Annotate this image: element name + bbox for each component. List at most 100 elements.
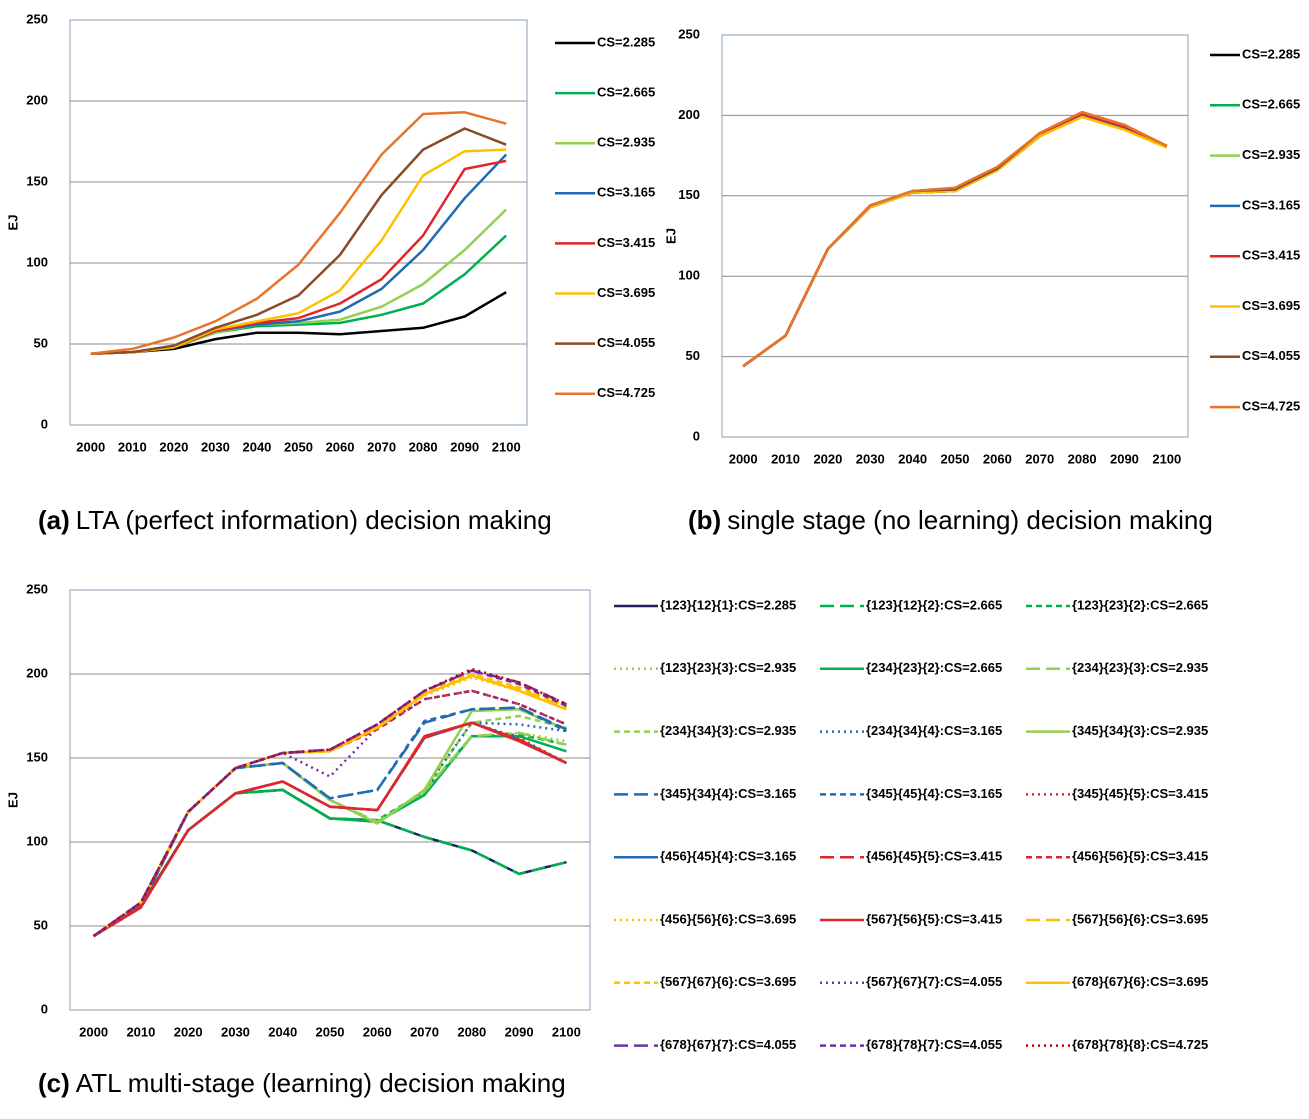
y-tick-label: 0 [41,416,48,431]
legend-label: CS=3.695 [1242,298,1300,313]
series-line [90,111,507,355]
legend-label: {234}{34}{4}:CS=3.165 [866,723,1002,738]
legend-label: CS=4.725 [1242,399,1300,414]
y-tick-label: 200 [678,107,700,122]
legend-label: {678}{78}{7}:CS=4.055 [866,1037,1002,1052]
x-tick-label: 2070 [410,1024,439,1039]
legend-label: {123}{12}{2}:CS=2.665 [866,597,1002,612]
caption-label: (a) [38,505,70,535]
x-tick-label: 2050 [941,451,970,466]
x-tick-label: 2050 [316,1024,345,1039]
caption: (a) LTA (perfect information) decision ma… [38,505,552,535]
legend-label: {567}{67}{7}:CS=4.055 [866,974,1002,989]
y-tick-label: 200 [26,92,48,107]
caption-label: (c) [38,1068,70,1098]
series-line [90,127,507,355]
plot-frame [721,34,1189,438]
legend-label: {123}{23}{2}:CS=2.665 [1072,597,1208,612]
legend-label: {678}{67}{6}:CS=3.695 [1072,974,1208,989]
legend-label: CS=2.665 [1242,97,1300,112]
legend-label: {345}{45}{4}:CS=3.165 [866,786,1002,801]
caption: (b) single stage (no learning) decision m… [688,505,1213,535]
x-tick-label: 2100 [552,1024,581,1039]
y-tick-label: 100 [26,254,48,269]
legend-label: CS=2.665 [597,85,655,100]
legend-label: CS=3.165 [597,185,655,200]
plot-area [70,20,527,425]
x-tick-label: 2040 [242,439,271,454]
series-line [92,721,567,938]
series-line [92,667,567,938]
x-tick-label: 2030 [221,1024,250,1039]
x-tick-label: 2010 [118,439,147,454]
y-tick-label: 250 [26,581,48,596]
caption-text: ATL multi-stage (learning) decision maki… [76,1068,566,1098]
x-tick-label: 2000 [729,451,758,466]
y-tick-label: 0 [41,1001,48,1016]
x-tick-label: 2020 [174,1024,203,1039]
x-tick-label: 2070 [1025,451,1054,466]
legend-label: {345}{45}{5}:CS=3.415 [1072,786,1208,801]
x-tick-label: 2060 [983,451,1012,466]
legend-label: CS=3.415 [597,235,655,250]
x-tick-label: 2090 [505,1024,534,1039]
legend-label: {345}{34}{3}:CS=2.935 [1072,723,1208,738]
x-tick-label: 2090 [450,439,479,454]
legend-label: {123}{12}{1}:CS=2.285 [660,597,796,612]
legend-label: {567}{56}{6}:CS=3.695 [1072,911,1208,926]
legend-label: {456}{45}{4}:CS=3.165 [660,849,796,864]
legend-label: {234}{23}{3}:CS=2.935 [1072,660,1208,675]
legend-label: {456}{45}{5}:CS=3.415 [866,849,1002,864]
x-tick-label: 2050 [284,439,313,454]
y-tick-label: 100 [26,833,48,848]
y-tick-label: 200 [26,665,48,680]
legend-label: {456}{56}{5}:CS=3.415 [1072,849,1208,864]
x-tick-label: 2010 [771,451,800,466]
legend-label: {345}{34}{4}:CS=3.165 [660,786,796,801]
series-line [742,110,1168,368]
y-axis-label: EJ [5,215,20,231]
x-tick-label: 2000 [79,1024,108,1039]
legend-label: CS=3.415 [1242,248,1300,263]
y-tick-label: 50 [34,335,48,350]
legend-label: CS=3.695 [597,285,655,300]
y-tick-label: 150 [678,187,700,202]
x-tick-label: 2090 [1110,451,1139,466]
y-tick-label: 150 [26,173,48,188]
x-tick-label: 2040 [268,1024,297,1039]
x-tick-label: 2100 [1152,451,1181,466]
caption: (c) ATL multi-stage (learning) decision m… [38,1068,566,1098]
legend-label: CS=2.285 [597,34,655,49]
legend-label: {456}{56}{6}:CS=3.695 [660,911,796,926]
legend-label: {234}{23}{2}:CS=2.665 [866,660,1002,675]
x-tick-label: 2060 [363,1024,392,1039]
chart: 0 50 100 150 200 250 EJ 2000 2010 2020 2030 2040 205… [5,11,655,534]
legend-label: CS=4.055 [1242,348,1300,363]
y-axis-label: EJ [663,228,678,244]
legend-label: CS=2.935 [597,135,655,150]
x-tick-label: 2060 [326,439,355,454]
legend-label: {123}{23}{3}:CS=2.935 [660,660,796,675]
series-line [92,706,567,938]
x-tick-label: 2010 [126,1024,155,1039]
y-tick-label: 150 [26,749,48,764]
x-tick-label: 2020 [813,451,842,466]
x-tick-label: 2030 [856,451,885,466]
x-tick-label: 2070 [367,439,396,454]
y-tick-label: 50 [34,917,48,932]
legend-label: {567}{67}{6}:CS=3.695 [660,974,796,989]
chart: 0 50 100 150 200 250 EJ 2000 2010 2020 2030 2040 205… [5,581,1208,1097]
plot-area [722,35,1188,437]
legend-label: {567}{56}{5}:CS=3.415 [866,911,1002,926]
x-tick-label: 2080 [457,1024,486,1039]
y-axis-label: EJ [5,792,20,808]
y-tick-label: 50 [686,348,700,363]
legend-label: CS=4.055 [597,335,655,350]
caption-text: LTA (perfect information) decision makin… [76,505,552,535]
plot-frame [69,19,528,426]
caption-label: (b) [688,505,721,535]
x-tick-label: 2020 [159,439,188,454]
legend-label: {678}{67}{7}:CS=4.055 [660,1037,796,1052]
legend-label: CS=4.725 [597,385,655,400]
